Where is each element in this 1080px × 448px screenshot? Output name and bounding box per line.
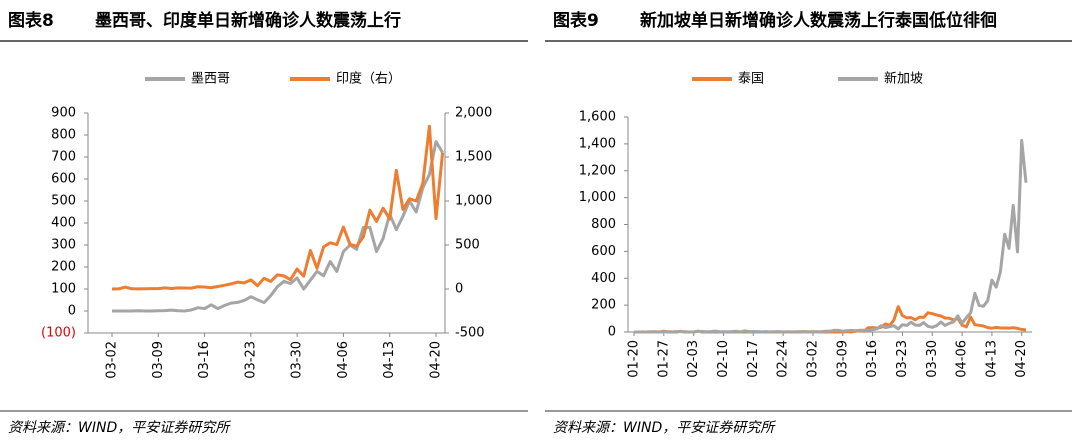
- y-tick-label: 100: [51, 282, 76, 297]
- y-tick-label: 700: [51, 150, 76, 165]
- chart-title: 墨西哥、印度单日新增确诊人数震荡上行: [95, 10, 401, 31]
- x-tick-label: 04-06: [336, 341, 351, 379]
- y-tick-label: 500: [51, 194, 76, 209]
- x-tick-label: 03-02: [105, 341, 120, 379]
- y-tick-label: 800: [591, 217, 616, 232]
- y-tick-label: 1,600: [579, 110, 616, 125]
- x-tick-label: 03-09: [151, 341, 166, 379]
- y-tick-label: 800: [51, 128, 76, 143]
- y-tick-label: (100): [41, 326, 76, 341]
- legend-label: 泰国: [738, 72, 764, 87]
- y2-tick-label: 1,500: [455, 150, 492, 165]
- y-tick-label: 400: [591, 271, 616, 286]
- y2-tick-label: 2,000: [455, 106, 492, 121]
- x-tick-label: 02-24: [776, 340, 791, 378]
- x-tick-label: 03-30: [290, 341, 305, 379]
- x-tick-label: 01-27: [656, 340, 671, 378]
- x-tick-label: 04-13: [984, 340, 999, 378]
- chart-title: 新加坡单日新增确诊人数震荡上行泰国低位徘徊: [640, 10, 997, 31]
- x-tick-label: 03-02: [805, 340, 820, 378]
- series-line: [111, 124, 445, 291]
- source: 资料来源：WIND，平安证券研究所: [8, 420, 231, 436]
- y2-tick-label: 1,000: [455, 194, 492, 209]
- y-tick-label: 600: [51, 172, 76, 187]
- x-tick-label: 03-16: [865, 340, 880, 378]
- y-tick-label: 0: [68, 304, 76, 319]
- y-tick-label: 300: [51, 238, 76, 253]
- x-tick-label: 03-09: [835, 340, 850, 378]
- x-tick-label: 04-13: [382, 341, 397, 379]
- x-tick-label: 01-20: [627, 340, 642, 378]
- legend-label: 印度（右）: [336, 71, 401, 87]
- y-tick-label: 1,400: [579, 136, 616, 151]
- x-tick-label: 04-20: [1014, 340, 1029, 378]
- y-tick-label: 200: [591, 298, 616, 313]
- source: 资料来源：WIND，平安证券研究所: [553, 420, 776, 436]
- y2-tick-label: -500: [455, 326, 485, 341]
- series-line: [634, 305, 1027, 334]
- y-tick-label: 200: [51, 260, 76, 275]
- x-tick-label: 04-06: [955, 340, 970, 378]
- x-tick-label: 03-16: [197, 341, 212, 379]
- x-tick-label: 02-10: [716, 340, 731, 378]
- y-tick-label: 1,200: [579, 163, 616, 178]
- y-tick-label: 600: [591, 244, 616, 259]
- legend-label: 墨西哥: [191, 72, 230, 87]
- y2-tick-label: 500: [455, 238, 480, 253]
- x-tick-label: 02-17: [746, 340, 761, 378]
- y-tick-label: 0: [608, 325, 616, 340]
- x-tick-label: 03-23: [243, 341, 258, 379]
- legend-label: 新加坡: [884, 71, 923, 87]
- x-tick-label: 04-20: [428, 341, 443, 379]
- y-tick-label: 1,000: [579, 190, 616, 205]
- series-line: [634, 138, 1028, 334]
- x-tick-label: 03-23: [895, 340, 910, 378]
- series-line: [112, 140, 444, 313]
- y-tick-label: 400: [51, 216, 76, 231]
- figure-label: 图表8: [8, 10, 54, 31]
- y2-tick-label: 0: [455, 282, 463, 297]
- x-tick-label: 03-30: [925, 340, 940, 378]
- y-tick-label: 900: [51, 106, 76, 121]
- x-tick-label: 02-03: [686, 340, 701, 378]
- figure-label: 图表9: [553, 10, 599, 31]
